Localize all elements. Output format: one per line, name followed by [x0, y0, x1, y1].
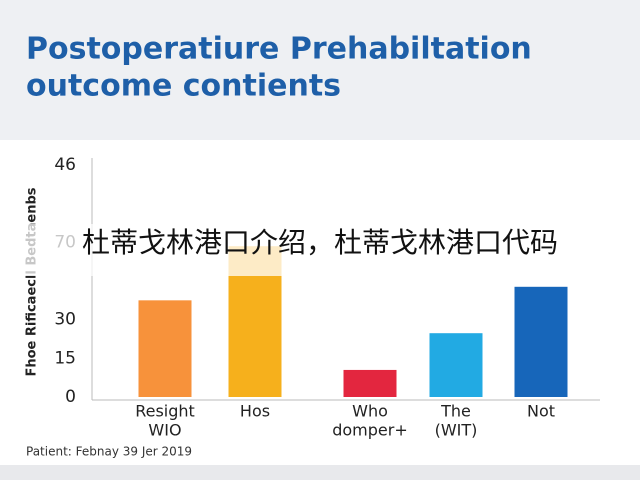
bar — [138, 300, 192, 397]
chart-title: Postoperatiure Prehabiltation — [26, 32, 532, 67]
y-tick-label: 30 — [54, 310, 76, 330]
bar — [514, 286, 568, 397]
x-tick-label: Who — [352, 402, 388, 421]
x-tick-label: domper+ — [332, 421, 408, 440]
x-tick-label: Not — [527, 402, 555, 421]
x-tick-label: Resight — [135, 402, 195, 421]
overlay-text: 杜蒂戈林港口介绍，杜蒂戈林港口代码 — [82, 226, 558, 259]
y-tick-label: 15 — [54, 348, 76, 368]
x-tick-label: The — [440, 402, 471, 421]
x-tick-label: WIO — [148, 421, 181, 440]
chart-title: outcome contients — [26, 69, 341, 104]
header-band — [0, 0, 640, 140]
y-tick-label: 46 — [54, 155, 76, 175]
footer: Patient: Febnay 39 Jer 2019 — [26, 445, 192, 459]
y-axis-label: Fhoe Rificaecll Bedtaenbs — [25, 187, 40, 376]
x-tick-label: Hos — [240, 402, 270, 421]
footer-band — [0, 465, 640, 480]
bar — [429, 333, 483, 397]
y-tick-label: 0 — [65, 387, 76, 407]
bar — [343, 369, 397, 397]
overlay-band — [0, 224, 640, 276]
x-tick-label: (WIT) — [435, 421, 478, 440]
